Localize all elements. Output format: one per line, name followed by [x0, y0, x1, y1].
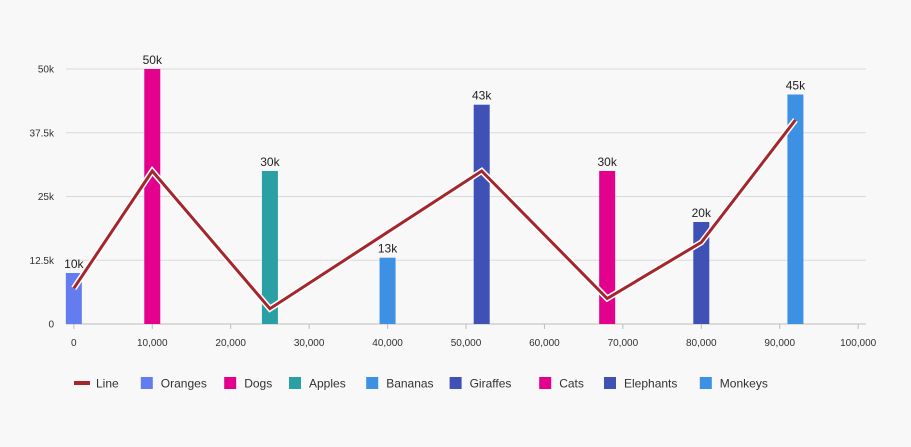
bar-value-label: 43k: [472, 89, 492, 103]
legend-box-swatch: [699, 377, 712, 389]
x-tick-label: 10,000: [137, 338, 168, 349]
legend-box-swatch: [289, 377, 301, 389]
x-tick-label: 100,000: [840, 338, 877, 349]
x-tick-label: 90,000: [764, 338, 795, 349]
bar-value-label: 30k: [597, 155, 617, 169]
y-tick-label: 0: [48, 320, 54, 331]
bar-bananas: [379, 257, 396, 324]
line-series-halo: [71, 118, 798, 313]
x-tick-label: 40,000: [372, 338, 403, 349]
x-tick-label: 0: [71, 338, 77, 349]
bar-value-label: 30k: [260, 155, 280, 169]
x-tick-label: 80,000: [686, 338, 717, 349]
legend-box-swatch: [449, 377, 462, 389]
legend-item-label: Cats: [559, 377, 584, 391]
x-tick-label: 50,000: [451, 338, 482, 349]
line-layer: [71, 118, 798, 313]
axis-layer: 0 12.5k 25k 37.5k 50k 0 10,000 20,000 30,000 40,0…: [30, 65, 877, 350]
legend-item-label: Monkeys: [720, 377, 768, 391]
x-tick-label: 60,000: [529, 338, 560, 349]
legend-box-swatch: [140, 377, 153, 389]
bar-dogs: [144, 69, 161, 324]
legend-item-label: Elephants: [624, 377, 677, 391]
bar-value-label: 13k: [378, 242, 398, 256]
x-tick-label: 30,000: [294, 338, 325, 349]
legend-item-label: Line: [96, 377, 119, 391]
bar-giraffes: [473, 104, 490, 324]
bar-layer: 10k 50k 30k 13k 43k 30k 20k 45k: [64, 53, 806, 324]
legend-item-label: Giraffes: [470, 377, 512, 391]
bar-cats: [599, 171, 616, 324]
line-series: [72, 119, 797, 311]
bar-value-label: 20k: [692, 206, 712, 220]
x-tick-label: 20,000: [215, 338, 246, 349]
legend-box-swatch: [224, 377, 237, 389]
legend-item-label: Apples: [309, 377, 346, 391]
bar-value-label: 10k: [64, 257, 84, 271]
legend-box-swatch: [604, 377, 616, 389]
x-tick-label: 70,000: [608, 338, 639, 349]
y-tick-label: 25k: [38, 192, 55, 203]
y-tick-label: 50k: [38, 65, 55, 76]
bar-monkeys: [787, 94, 804, 324]
legend-item-label: Dogs: [244, 377, 272, 391]
legend-item-label: Bananas: [386, 377, 433, 391]
bar-value-label: 50k: [143, 53, 163, 67]
y-tick-label: 37.5k: [30, 128, 55, 139]
legend-item-label: Oranges: [161, 377, 207, 391]
legend-line-swatch: [74, 381, 90, 385]
legend-box-swatch: [366, 377, 379, 389]
grid-layer: [66, 68, 866, 325]
legend: Line Oranges Dogs Apples Bananas Giraffes Cats…: [74, 377, 768, 391]
y-tick-label: 12.5k: [30, 256, 55, 267]
bar-apples: [261, 171, 278, 324]
legend-box-swatch: [539, 377, 552, 389]
bar-value-label: 45k: [786, 79, 806, 93]
